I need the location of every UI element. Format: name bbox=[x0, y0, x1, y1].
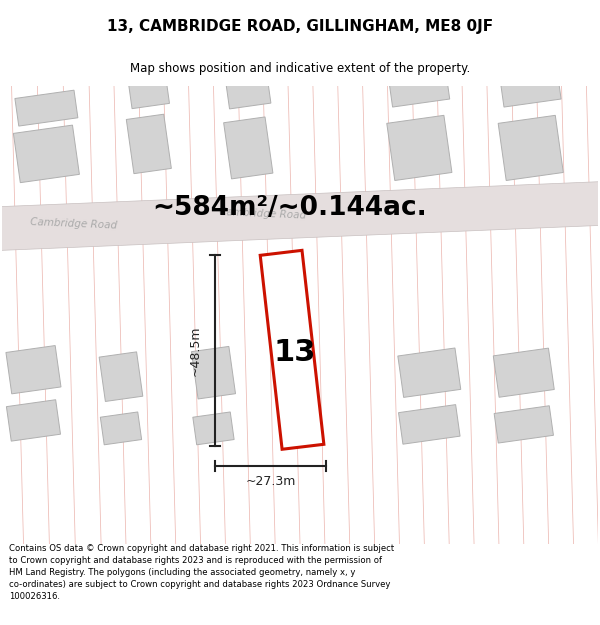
Text: ~27.3m: ~27.3m bbox=[245, 474, 296, 488]
Polygon shape bbox=[389, 73, 450, 107]
Text: Contains OS data © Crown copyright and database right 2021. This information is : Contains OS data © Crown copyright and d… bbox=[9, 544, 394, 601]
Polygon shape bbox=[193, 412, 234, 445]
Polygon shape bbox=[500, 73, 561, 107]
Text: ~584m²/~0.144ac.: ~584m²/~0.144ac. bbox=[152, 194, 427, 221]
Polygon shape bbox=[398, 404, 460, 444]
Text: Cambridge Road: Cambridge Road bbox=[218, 207, 306, 221]
Polygon shape bbox=[226, 76, 271, 109]
Polygon shape bbox=[2, 182, 598, 251]
Polygon shape bbox=[493, 348, 554, 398]
Polygon shape bbox=[100, 412, 142, 445]
Polygon shape bbox=[127, 114, 172, 174]
Text: 13: 13 bbox=[274, 338, 316, 367]
Polygon shape bbox=[498, 116, 563, 181]
Polygon shape bbox=[13, 125, 79, 182]
Text: Map shows position and indicative extent of the property.: Map shows position and indicative extent… bbox=[130, 62, 470, 75]
Text: 13, CAMBRIDGE ROAD, GILLINGHAM, ME8 0JF: 13, CAMBRIDGE ROAD, GILLINGHAM, ME8 0JF bbox=[107, 19, 493, 34]
Text: ~48.5m: ~48.5m bbox=[189, 326, 202, 376]
Polygon shape bbox=[7, 400, 61, 441]
Polygon shape bbox=[387, 116, 452, 181]
Polygon shape bbox=[15, 90, 78, 126]
Polygon shape bbox=[494, 406, 553, 443]
Polygon shape bbox=[398, 348, 461, 398]
Text: Cambridge Road: Cambridge Road bbox=[29, 217, 117, 231]
Polygon shape bbox=[224, 117, 273, 179]
Polygon shape bbox=[128, 76, 169, 109]
Polygon shape bbox=[191, 346, 236, 399]
Polygon shape bbox=[260, 251, 324, 449]
Polygon shape bbox=[99, 352, 143, 401]
Polygon shape bbox=[6, 346, 61, 394]
